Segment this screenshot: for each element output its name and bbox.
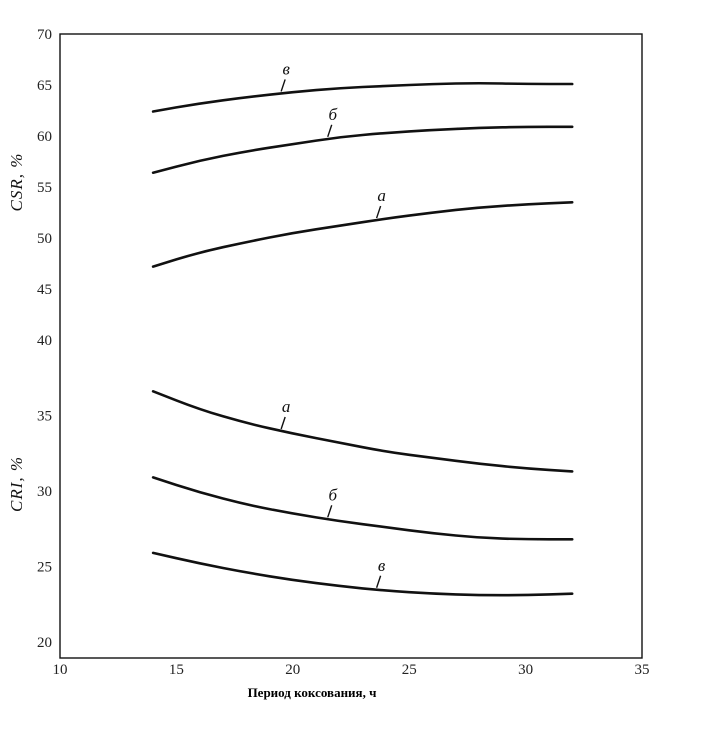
upper-panel: 70 65 60 55 50 45 в б а	[37, 27, 574, 298]
upper-y-tick-label: 65	[37, 78, 52, 94]
lower-series-line-2	[151, 551, 574, 597]
x-tick-label: 10	[53, 662, 68, 678]
upper-series-line-1	[151, 125, 574, 174]
lower-series-label-2: в	[378, 556, 386, 575]
lower-series-label-1: б	[328, 485, 337, 504]
x-tick-label: 20	[285, 662, 300, 678]
upper-series-label-0: в	[282, 59, 290, 78]
upper-y-axis-label: CSR, %	[7, 153, 26, 212]
upper-y-tick-label: 45	[37, 282, 52, 298]
upper-series-leader-2	[375, 205, 382, 219]
x-tick-label: 25	[402, 662, 417, 678]
lower-y-tick-label: 40	[37, 333, 52, 349]
x-axis-label: Период коксования, ч	[248, 685, 377, 700]
upper-y-tick-label: 70	[37, 27, 52, 43]
upper-y-tick-label: 50	[37, 231, 52, 247]
x-tick-label: 35	[635, 662, 650, 678]
lower-y-tick-label: 20	[37, 635, 52, 651]
lower-series-leader-0	[280, 416, 286, 430]
lower-y-tick-label: 30	[37, 484, 52, 500]
lower-y-axis-label: CRI, %	[7, 456, 26, 512]
upper-y-tick-label: 60	[37, 129, 52, 145]
upper-series-line-0	[151, 81, 574, 113]
lower-series-label-0: а	[282, 397, 291, 416]
lower-series-leader-1	[327, 505, 333, 518]
upper-series-leader-1	[327, 124, 333, 138]
lower-series-leader-2	[375, 575, 382, 588]
upper-series-leader-0	[280, 79, 286, 92]
upper-series-line-2	[151, 201, 574, 268]
x-axis: 10 15 20 25 30 35	[53, 662, 650, 678]
x-tick-label: 30	[518, 662, 533, 678]
plot-frame	[59, 33, 643, 659]
lower-series-line-1	[151, 476, 574, 541]
lower-series-line-0	[151, 390, 574, 473]
lower-panel: 40 35 30 25 20 а б в	[37, 333, 574, 651]
lower-y-tick-label: 35	[37, 409, 52, 425]
upper-series-label-2: а	[377, 186, 386, 205]
upper-y-tick-label: 55	[37, 180, 52, 196]
x-tick-label: 15	[169, 662, 184, 678]
lower-y-tick-label: 25	[37, 560, 52, 576]
upper-series-label-1: б	[328, 105, 337, 124]
